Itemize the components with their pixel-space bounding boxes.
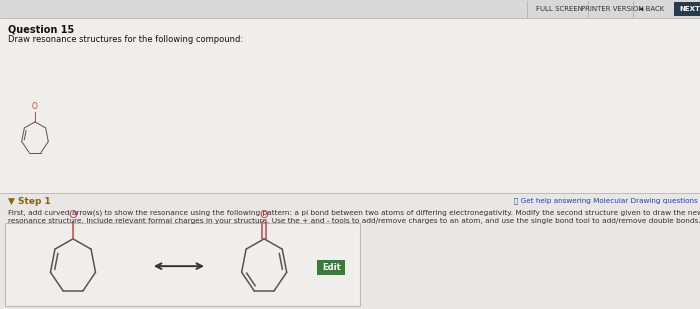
Text: First, add curved arrow(s) to show the resonance using the following pattern: a : First, add curved arrow(s) to show the r… xyxy=(8,209,700,215)
Text: ⓘ Get help answering Molecular Drawing questions: ⓘ Get help answering Molecular Drawing q… xyxy=(514,197,698,204)
Text: O: O xyxy=(32,102,38,111)
FancyBboxPatch shape xyxy=(5,223,360,306)
Bar xyxy=(0,0,700,18)
Text: FULL SCREEN: FULL SCREEN xyxy=(536,6,584,12)
Text: ◄ BACK: ◄ BACK xyxy=(638,6,664,12)
Text: Draw resonance structures for the following compound:: Draw resonance structures for the follow… xyxy=(8,35,243,44)
Bar xyxy=(0,193,700,309)
Text: Question 15: Question 15 xyxy=(8,24,74,34)
Bar xyxy=(317,260,345,275)
Bar xyxy=(674,2,700,16)
Text: resonance structure. Include relevant formal charges in your structure. Use the : resonance structure. Include relevant fo… xyxy=(8,218,700,224)
Text: NEXT: NEXT xyxy=(680,6,700,12)
Text: PRINTER VERSION: PRINTER VERSION xyxy=(581,6,643,12)
Text: O: O xyxy=(260,210,269,221)
Text: ▼ Step 1: ▼ Step 1 xyxy=(8,197,50,206)
Bar xyxy=(0,18,700,193)
Text: Edit: Edit xyxy=(322,263,341,272)
Text: O: O xyxy=(69,210,78,221)
